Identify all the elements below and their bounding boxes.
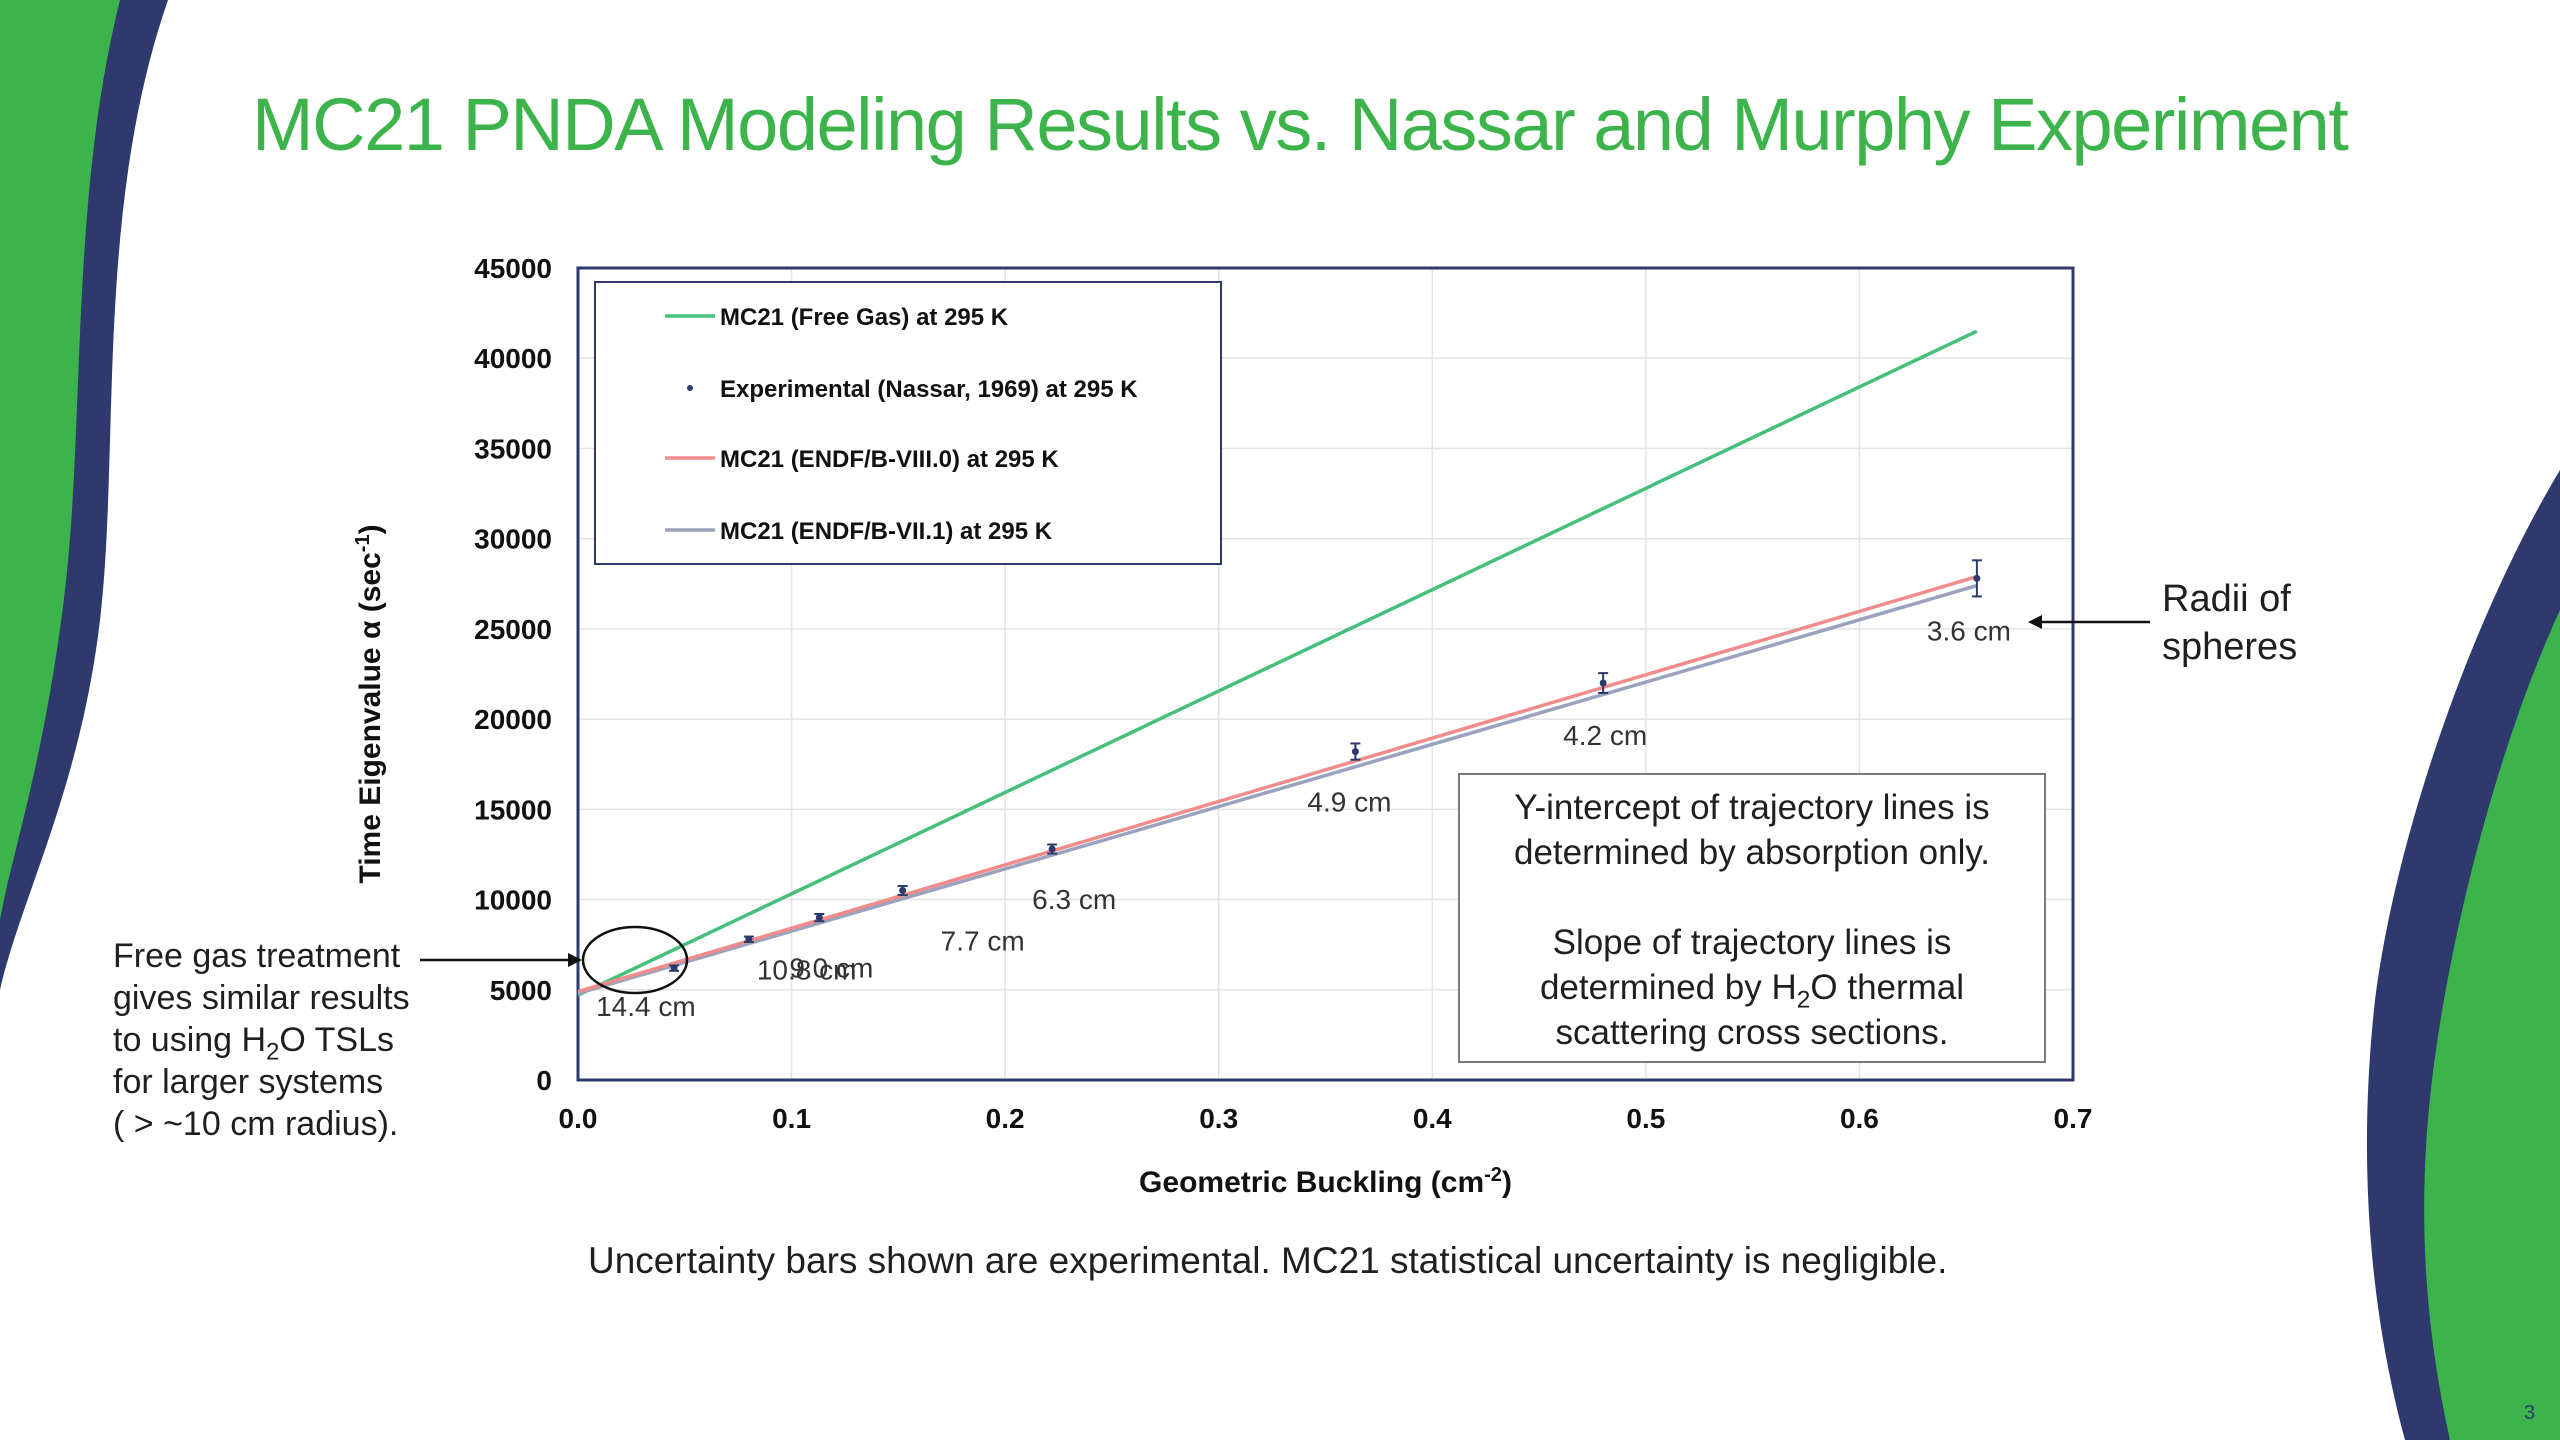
radius-label: 7.7 cm [941,926,1025,957]
y-tick-label: 40000 [474,343,552,374]
series-experimental [669,559,1982,972]
x-tick-label: 0.4 [1413,1103,1452,1134]
y-tick-label: 30000 [474,524,552,555]
series-layer [577,329,1982,997]
y-tick-label: 0 [536,1065,552,1096]
radius-labels: 14.4 cm 10.8 cm9.0 cm 7.7 cm6.3 cm 4.9 cm 4.… [596,615,2011,1022]
plot-frame [576,266,2075,1082]
left-wave-green [0,0,120,920]
data-point [745,935,753,943]
x-tick-label: 0.0 [559,1103,598,1134]
y-tick-label: 45000 [474,253,552,284]
box-line-3: Slope of trajectory lines is [1552,923,1952,962]
callout-arrowhead-radii [2028,615,2042,629]
radius-label: 3.6 cm [1927,615,2011,646]
y-tick-label: 20000 [474,704,552,735]
radius-label: 14.4 cm [596,991,696,1022]
x-tick-label: 0.7 [2054,1103,2093,1134]
x-tick-label: 0.5 [1626,1103,1665,1134]
legend-box [594,281,1222,565]
legend-entry-experimental: Experimental (Nassar, 1969) at 295 K [720,376,1138,403]
data-point [899,887,907,895]
box-line-1: Y-intercept of trajectory lines is [1514,788,1990,827]
y-axis-label: Time Eigenvalue α (sec-1) [352,524,387,883]
free-gas-note: Free gas treatment gives similar results… [113,937,410,1143]
radius-label: 10.8 cm [757,954,857,985]
x-axis-label: Geometric Buckling (cm-2) [1139,1164,1512,1199]
y-tick-label: 10000 [474,885,552,916]
data-point [670,964,678,972]
series-line-endf-vii1 [577,583,1978,996]
radius-label: 9.0 cm [789,953,873,984]
y-tick-label: 5000 [490,975,552,1006]
callout-ellipse [581,925,689,995]
legend-swatch [687,385,693,391]
legend-entry-free-gas: MC21 (Free Gas) at 295 K [720,304,1009,331]
legend-entry-endf-viii0: MC21 (ENDF/B-VIII.0) at 295 K [720,446,1059,473]
box-line-5: scattering cross sections. [1555,1013,1949,1052]
data-point [815,914,823,922]
data-point [1048,845,1056,853]
radii-note: Radii of spheres [2162,578,2298,668]
data-point [1599,679,1607,687]
uncertainty-note: Uncertainty bars shown are experimental.… [588,1240,1948,1281]
series-line-free-gas [577,329,1978,997]
slide-title: MC21 PNDA Modeling Results vs. Nassar an… [252,83,2349,166]
page-number: 3 [2524,1402,2536,1424]
right-wave-green [2424,610,2560,1440]
radius-label: 4.9 cm [1307,787,1391,818]
data-point [1351,748,1359,756]
y-tick-label: 15000 [474,794,552,825]
x-tick-labels: 0.0 0.1 0.2 0.3 0.4 0.5 0.6 0.7 [559,1103,2093,1134]
trajectory-info-box: Y-intercept of trajectory lines is deter… [1458,773,2046,1063]
x-tick-label: 0.2 [986,1103,1025,1134]
data-point [1973,574,1981,582]
box-line-4: determined by H2O thermal [1539,968,1965,1014]
y-tick-labels: 0 5000 10000 15000 20000 25000 30000 35000 40000… [474,253,552,1096]
legend: MC21 (Free Gas) at 295 K Experimental (Na… [594,281,1222,565]
x-tick-label: 0.3 [1199,1103,1238,1134]
y-tick-label: 35000 [474,433,552,464]
box-line-2: determined by absorption only. [1513,833,1991,872]
legend-entry-endf-vii1: MC21 (ENDF/B-VII.1) at 295 K [720,518,1053,545]
series-line-endf-viii0 [577,574,1978,994]
y-tick-label: 25000 [474,614,552,645]
radius-label: 6.3 cm [1032,884,1116,915]
radius-label: 4.2 cm [1563,720,1647,751]
callout-arrowhead-left [568,953,582,967]
x-tick-label: 0.6 [1840,1103,1879,1134]
x-tick-label: 0.1 [772,1103,811,1134]
